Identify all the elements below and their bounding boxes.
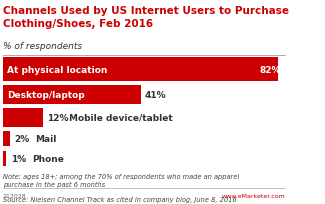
FancyBboxPatch shape	[3, 86, 141, 104]
FancyBboxPatch shape	[3, 131, 10, 147]
Text: 82%: 82%	[260, 65, 281, 74]
Text: % of respondents: % of respondents	[3, 42, 82, 51]
Text: 212028: 212028	[3, 193, 27, 198]
Text: Note: ages 18+; among the 70% of respondents who made an apparel
purchase in the: Note: ages 18+; among the 70% of respond…	[3, 173, 239, 187]
Text: 1%: 1%	[11, 154, 26, 163]
FancyBboxPatch shape	[3, 58, 278, 81]
Text: Phone: Phone	[32, 154, 64, 163]
FancyBboxPatch shape	[3, 151, 6, 166]
Text: Channels Used by US Internet Users to Purchase
Clothing/Shoes, Feb 2016: Channels Used by US Internet Users to Pu…	[3, 6, 289, 28]
Text: Desktop/laptop: Desktop/laptop	[7, 91, 85, 100]
Text: 12%: 12%	[47, 113, 69, 122]
Text: At physical location: At physical location	[7, 65, 108, 74]
Text: 41%: 41%	[145, 91, 166, 100]
Text: www.eMarketer.com: www.eMarketer.com	[222, 193, 285, 198]
Text: Source: Nielsen Channel Track as cited in company blog, June 8, 2016: Source: Nielsen Channel Track as cited i…	[3, 196, 237, 202]
Text: 2%: 2%	[14, 135, 29, 144]
Text: Mail: Mail	[35, 135, 57, 144]
FancyBboxPatch shape	[3, 109, 43, 127]
Text: Mobile device/tablet: Mobile device/tablet	[69, 113, 173, 122]
